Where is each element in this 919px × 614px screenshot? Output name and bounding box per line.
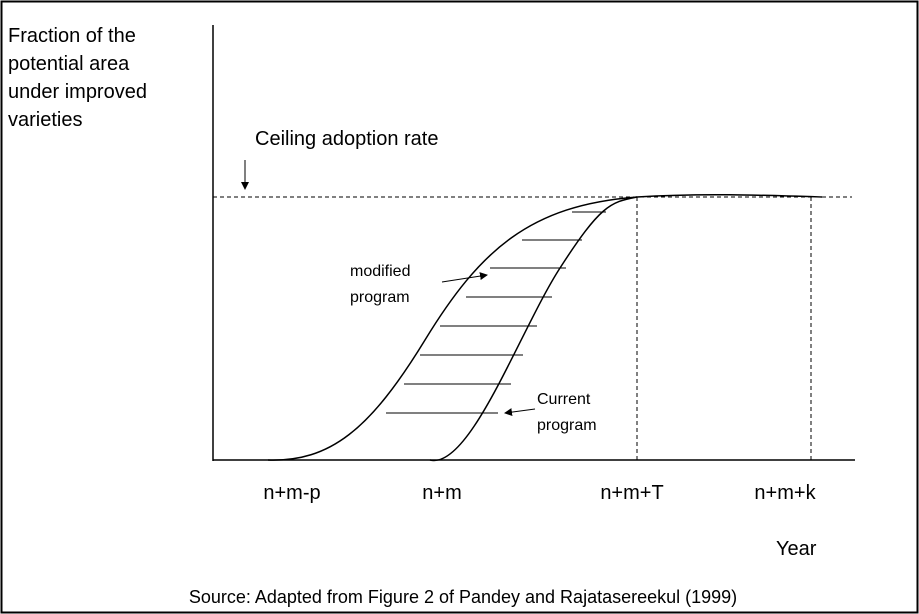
source: Source: Adapted from Figure 2 of Pandey … xyxy=(189,587,737,607)
y-label: potential area xyxy=(8,53,130,75)
arrow xyxy=(504,408,536,417)
current-curve xyxy=(429,193,823,462)
hatching xyxy=(386,211,606,414)
modified-curve xyxy=(267,196,638,461)
current-label: Current xyxy=(537,391,591,408)
current-label: program xyxy=(537,417,597,434)
x-label: n+m+T xyxy=(600,482,663,504)
x-axis-label: Year xyxy=(776,538,817,560)
y-label: under improved xyxy=(8,81,147,103)
arrow xyxy=(441,272,488,283)
x-label: n+m+k xyxy=(754,482,816,504)
y-label: Fraction of the xyxy=(8,25,136,47)
modified-label: modified xyxy=(350,263,410,280)
x-label: n+m xyxy=(422,482,461,504)
ceiling-label: Ceiling adoption rate xyxy=(255,128,438,150)
y-label: varieties xyxy=(8,109,82,131)
modified-label: program xyxy=(350,289,410,306)
x-label: n+m-p xyxy=(263,482,320,504)
